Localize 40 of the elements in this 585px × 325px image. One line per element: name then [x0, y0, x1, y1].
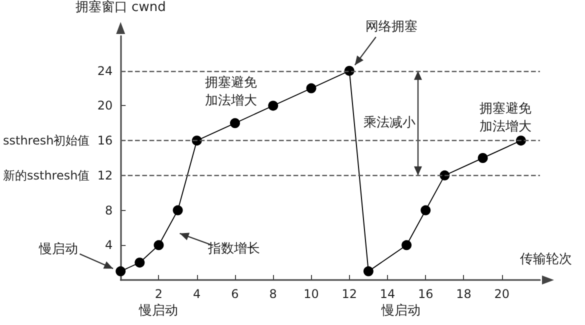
point	[268, 100, 278, 111]
x-tick-label: 4	[193, 287, 201, 301]
point	[516, 136, 526, 146]
point	[402, 240, 412, 250]
point	[440, 170, 450, 180]
annotation: 拥塞避免加法增大	[480, 100, 532, 134]
y-tick-label: ssthresh初始值 16	[3, 134, 113, 148]
x-tick-label: 20	[494, 287, 510, 301]
point	[478, 153, 488, 163]
point	[172, 205, 183, 216]
x-tick-label: 16	[418, 287, 434, 301]
point	[154, 240, 164, 250]
point	[363, 266, 374, 276]
x-tick-label: 2	[154, 287, 163, 301]
x-tick-label: 18	[456, 287, 472, 301]
text: 慢启动	[38, 240, 78, 257]
x-tick-label: 10	[304, 287, 319, 301]
point	[230, 118, 240, 128]
point	[192, 136, 202, 146]
y-tick-label: 新的ssthresh值 12	[3, 168, 113, 182]
x-tick-label: 14	[380, 287, 396, 301]
y-tick-label: 8	[104, 203, 113, 218]
y-tick-label: 20	[97, 98, 113, 113]
annotation: 指数增长	[207, 242, 260, 257]
y-tick-label: 4	[104, 238, 113, 252]
point	[306, 83, 316, 94]
y-axis-title: 拥塞窗口 cwnd	[75, 0, 166, 15]
x-tick-label: 12	[342, 287, 358, 301]
annotation: 拥塞避免加法增大	[205, 74, 258, 108]
y-tick-label: 24	[97, 64, 113, 78]
point	[420, 205, 431, 216]
annotation: 慢启动	[138, 302, 178, 318]
annotation: 网络拥塞	[365, 18, 418, 34]
annotation: 乘法减小	[363, 116, 416, 131]
text: 慢启动	[380, 302, 420, 318]
x-tick-label: 6	[231, 287, 239, 301]
point	[134, 258, 145, 268]
x-tick-label: 8	[269, 287, 277, 301]
point	[116, 266, 126, 276]
x-axis-title: 传输轮次	[520, 252, 572, 267]
